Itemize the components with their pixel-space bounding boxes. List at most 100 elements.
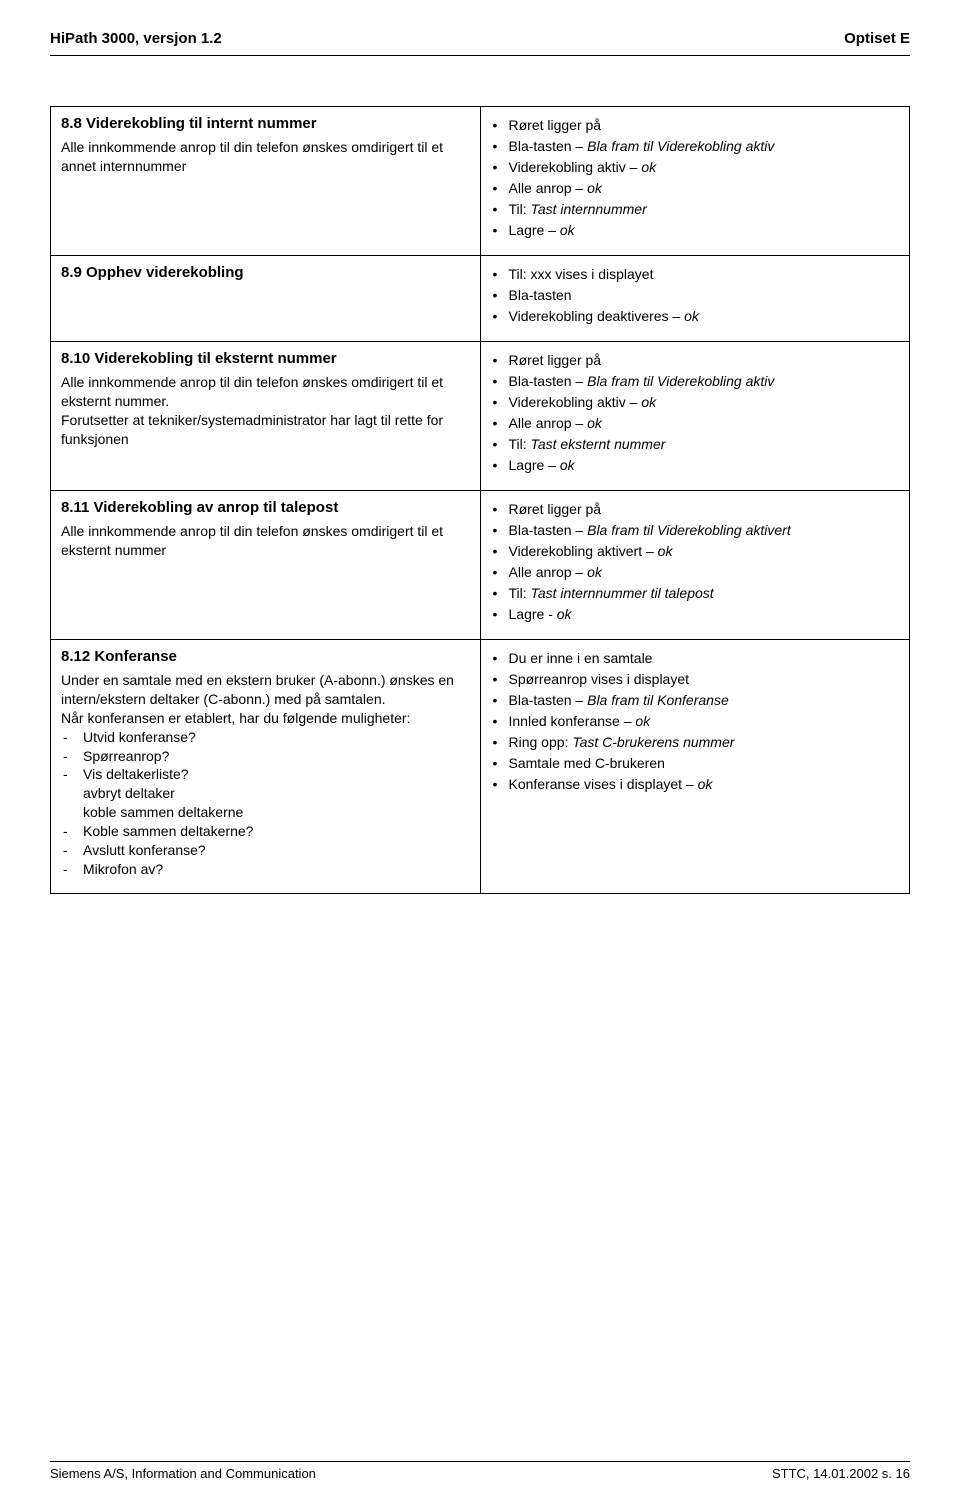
bullet-item: Bla-tasten – Bla fram til Viderekobling … (491, 520, 900, 541)
bullet-item: Røret ligger på (491, 115, 900, 136)
bullet-item: Bla-tasten – Bla fram til Konferanse (491, 690, 900, 711)
plain-text: Viderekobling aktivert – (509, 543, 658, 559)
italic-text: ok (587, 415, 602, 431)
dash-sub-line: koble sammen deltakerne (61, 803, 470, 822)
plain-text: Alle anrop – (509, 415, 588, 431)
bullet-item: Spørreanrop vises i displayet (491, 669, 900, 690)
plain-text: Viderekobling deaktiveres – (509, 308, 685, 324)
right-cell: Røret ligger påBla-tasten – Bla fram til… (480, 342, 910, 491)
section-body-paragraph: Når konferansen er etablert, har du følg… (61, 709, 470, 728)
plain-text: Konferanse vises i displayet – (509, 776, 698, 792)
footer-rule (50, 1461, 910, 1462)
plain-text: Til: (509, 436, 531, 452)
footer-left: Siemens A/S, Information and Communicati… (50, 1466, 316, 1481)
right-cell: Røret ligger på Bla-tasten – Bla fram til… (480, 107, 910, 256)
italic-text: ok (684, 308, 699, 324)
italic-text: ok (641, 159, 656, 175)
bullet-item: Alle anrop – ok (491, 178, 900, 199)
italic-text: Tast C-brukerens nummer (572, 734, 734, 750)
section-body-paragraph: Under en samtale med en ekstern bruker (… (61, 671, 470, 709)
italic-text: Bla fram til Konferanse (587, 692, 729, 708)
section-heading: 8.11 Viderekobling av anrop til talepost (61, 499, 470, 516)
bullet-item: Viderekobling aktiv – ok (491, 157, 900, 178)
italic-text: Tast eksternt nummer (531, 436, 666, 452)
bullet-item: Alle anrop – ok (491, 413, 900, 434)
dash-item: Mikrofon av? (61, 860, 470, 879)
italic-text: Bla fram til Viderekobling aktiv (587, 138, 774, 154)
italic-text: ok (587, 564, 602, 580)
bullet-item: Bla-tasten (491, 285, 900, 306)
content-table: 8.8 Viderekobling til internt nummer Alle… (50, 106, 910, 894)
bullet-item: Konferanse vises i displayet – ok (491, 774, 900, 795)
plain-text: Til: (509, 201, 531, 217)
plain-text: Bla-tasten – (509, 373, 588, 389)
right-cell: Til: xxx vises i displayetBla-tastenVide… (480, 256, 910, 342)
bullet-item: Viderekobling deaktiveres – ok (491, 306, 900, 327)
plain-text: Alle anrop – (509, 564, 588, 580)
footer-right: STTC, 14.01.2002 s. 16 (772, 1466, 910, 1481)
plain-text: Viderekobling aktiv – (509, 159, 642, 175)
right-cell: Røret ligger på Bla-tasten – Bla fram til… (480, 491, 910, 640)
dash-sub-line: avbryt deltaker (61, 784, 470, 803)
plain-text: Til: (509, 585, 531, 601)
italic-text: ok (698, 776, 713, 792)
plain-text: Spørreanrop vises i displayet (509, 671, 690, 687)
plain-text: Røret ligger på (509, 117, 602, 133)
left-cell: 8.10 Viderekobling til eksternt nummer Al… (51, 342, 481, 491)
header-rule (50, 55, 910, 56)
bullet-item: Viderekobling aktiv – ok (491, 392, 900, 413)
section-body-line: Forutsetter at tekniker/systemadministra… (61, 411, 470, 449)
bullet-list: Røret ligger på Bla-tasten – Bla fram til… (491, 115, 900, 241)
bullet-item: Innled konferanse – ok (491, 711, 900, 732)
bullet-item: Til: Tast internnummer til talepost (491, 583, 900, 604)
plain-text: Samtale med C-brukeren (509, 755, 665, 771)
page-footer: Siemens A/S, Information and Communicati… (50, 1461, 910, 1481)
header-left: HiPath 3000, versjon 1.2 (50, 30, 222, 47)
italic-text: ok (641, 394, 656, 410)
header-right: Optiset E (844, 30, 910, 47)
table-row: 8.12 Konferanse Under en samtale med en e… (51, 640, 910, 894)
section-heading: 8.10 Viderekobling til eksternt nummer (61, 350, 470, 367)
italic-text: ok (635, 713, 650, 729)
plain-text: Viderekobling aktiv – (509, 394, 642, 410)
section-heading: 8.12 Konferanse (61, 648, 470, 665)
bullet-item: Lagre – ok (491, 220, 900, 241)
italic-text: ok (557, 606, 572, 622)
bullet-item: Samtale med C-brukeren (491, 753, 900, 774)
bullet-item: Du er inne i en samtale (491, 648, 900, 669)
bullet-list: Røret ligger påBla-tasten – Bla fram til… (491, 350, 900, 476)
page-header: HiPath 3000, versjon 1.2 Optiset E (50, 30, 910, 47)
dash-item: Utvid konferanse? (61, 728, 470, 747)
table-row: 8.11 Viderekobling av anrop til talepost… (51, 491, 910, 640)
bullet-item: Til: xxx vises i displayet (491, 264, 900, 285)
plain-text: Lagre - (509, 606, 557, 622)
left-cell: 8.11 Viderekobling av anrop til talepost… (51, 491, 481, 640)
section-body-line: Alle innkommende anrop til din telefon ø… (61, 522, 470, 560)
section-body-line: Alle innkommende anrop til din telefon ø… (61, 373, 470, 411)
italic-text: ok (560, 222, 575, 238)
bullet-item: Alle anrop – ok (491, 562, 900, 583)
italic-text: Bla fram til Viderekobling aktiv (587, 373, 774, 389)
bullet-item: Røret ligger på (491, 499, 900, 520)
italic-text: ok (560, 457, 575, 473)
italic-text: Bla fram til Viderekobling aktivert (587, 522, 791, 538)
bullet-item: Lagre – ok (491, 455, 900, 476)
plain-text: Røret ligger på (509, 501, 602, 517)
left-cell: 8.8 Viderekobling til internt nummerAlle… (51, 107, 481, 256)
italic-text: ok (587, 180, 602, 196)
bullet-list: Du er inne i en samtale Spørreanrop vises… (491, 648, 900, 795)
plain-text: Lagre – (509, 457, 560, 473)
plain-text: Lagre – (509, 222, 560, 238)
plain-text: Du er inne i en samtale (509, 650, 653, 666)
plain-text: Alle anrop – (509, 180, 588, 196)
italic-text: ok (658, 543, 673, 559)
table-row: 8.8 Viderekobling til internt nummer Alle… (51, 107, 910, 256)
section-heading: 8.8 Viderekobling til internt nummer (61, 115, 470, 132)
table-row: 8.10 Viderekobling til eksternt nummer Al… (51, 342, 910, 491)
bullet-item: Bla-tasten – Bla fram til Viderekobling … (491, 136, 900, 157)
plain-text: Bla-tasten – (509, 692, 588, 708)
bullet-item: Til: Tast eksternt nummer (491, 434, 900, 455)
italic-text: Tast internnummer (531, 201, 647, 217)
bullet-item: Til: Tast internnummer (491, 199, 900, 220)
dash-item: Avslutt konferanse? (61, 841, 470, 860)
